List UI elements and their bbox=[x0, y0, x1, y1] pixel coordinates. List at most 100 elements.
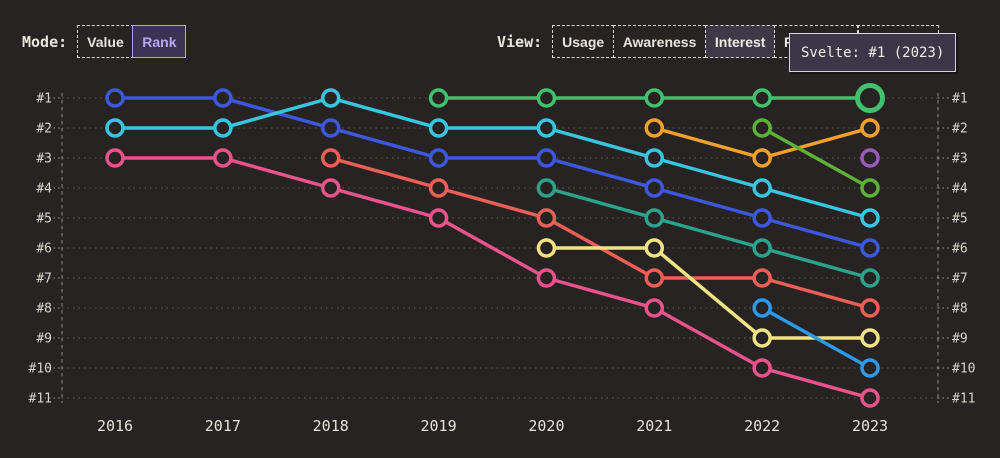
data-point-pink-2019[interactable] bbox=[428, 208, 449, 228]
data-point-salmon-2019[interactable] bbox=[428, 178, 449, 198]
rank-label-right-10: #10 bbox=[952, 362, 975, 377]
data-point-yellow-2022[interactable] bbox=[752, 328, 772, 348]
data-point-cyan-2018[interactable] bbox=[320, 88, 341, 108]
data-point-green-svelte-2023[interactable] bbox=[855, 83, 885, 113]
rank-label-left-2: #2 bbox=[36, 122, 52, 137]
data-point-cyan-2017[interactable] bbox=[213, 118, 233, 138]
rank-label-left-5: #5 bbox=[36, 212, 52, 227]
data-point-royal-blue-2021[interactable] bbox=[644, 178, 665, 198]
data-point-pink-2023[interactable] bbox=[860, 388, 880, 408]
rank-label-right-6: #6 bbox=[952, 242, 968, 257]
data-point-orange-2021[interactable] bbox=[644, 118, 665, 138]
data-point-cyan-2021[interactable] bbox=[644, 148, 665, 168]
data-point-green-svelte-2021[interactable] bbox=[644, 88, 665, 108]
view-label: View: bbox=[497, 32, 543, 51]
mode-control-group: Mode: Value Rank bbox=[22, 25, 187, 58]
data-point-green-svelte-2019[interactable] bbox=[428, 88, 449, 108]
data-point-azure-2023[interactable] bbox=[860, 358, 880, 378]
data-point-royal-blue-2018[interactable] bbox=[320, 118, 341, 138]
rank-label-left-7: #7 bbox=[36, 272, 52, 287]
data-point-royal-blue-2016[interactable] bbox=[105, 88, 125, 108]
series-line-pink bbox=[115, 156, 871, 400]
data-point-salmon-2022[interactable] bbox=[752, 268, 772, 288]
data-point-royal-blue-2019[interactable] bbox=[428, 148, 449, 168]
data-point-orange-2022[interactable] bbox=[752, 148, 772, 168]
data-point-pink-2022[interactable] bbox=[752, 358, 772, 378]
data-point-azure-2022[interactable] bbox=[752, 298, 772, 318]
year-label-2018: 2018 bbox=[313, 417, 349, 435]
mode-option-value[interactable]: Value bbox=[77, 25, 134, 58]
rank-label-right-9: #9 bbox=[952, 332, 968, 347]
rank-label-left-10: #10 bbox=[29, 362, 52, 377]
data-point-yellow-2020[interactable] bbox=[536, 238, 557, 258]
rank-label-left-1: #1 bbox=[36, 92, 52, 107]
rank-label-right-7: #7 bbox=[952, 272, 968, 287]
rank-label-right-4: #4 bbox=[952, 182, 968, 197]
data-point-pink-2017[interactable] bbox=[213, 148, 233, 168]
data-point-salmon-2018[interactable] bbox=[320, 148, 341, 168]
year-label-2020: 2020 bbox=[528, 417, 564, 435]
data-point-royal-blue-2022[interactable] bbox=[752, 208, 772, 228]
data-point-violet-2023[interactable] bbox=[860, 148, 880, 168]
data-point-salmon-2021[interactable] bbox=[644, 268, 665, 288]
series-line-cyan bbox=[115, 96, 871, 220]
data-point-pink-2018[interactable] bbox=[320, 178, 341, 198]
rank-label-left-11: #11 bbox=[29, 392, 52, 407]
data-point-cyan-2023[interactable] bbox=[860, 208, 880, 228]
series-line-teal bbox=[545, 186, 871, 280]
data-point-royal-blue-2017[interactable] bbox=[213, 88, 233, 108]
data-point-teal-2020[interactable] bbox=[536, 178, 557, 198]
data-point-yellow-2023[interactable] bbox=[860, 328, 880, 348]
rank-label-right-3: #3 bbox=[952, 152, 968, 167]
mode-buttons: Value Rank bbox=[77, 25, 187, 58]
rank-label-left-4: #4 bbox=[36, 182, 52, 197]
data-point-pink-2020[interactable] bbox=[536, 268, 557, 288]
data-point-cyan-2016[interactable] bbox=[105, 118, 125, 138]
data-point-teal-2022[interactable] bbox=[752, 238, 772, 258]
series-line-royal-blue bbox=[115, 96, 871, 250]
year-label-2023: 2023 bbox=[852, 417, 888, 435]
mode-option-rank[interactable]: Rank bbox=[132, 25, 187, 58]
year-label-2021: 2021 bbox=[636, 417, 672, 435]
data-point-royal-blue-2023[interactable] bbox=[860, 238, 880, 258]
view-option-usage[interactable]: Usage bbox=[552, 25, 615, 58]
data-point-pink-2016[interactable] bbox=[105, 148, 125, 168]
data-point-salmon-2020[interactable] bbox=[536, 208, 557, 228]
data-point-lime-2023[interactable] bbox=[860, 178, 880, 198]
rank-label-left-6: #6 bbox=[36, 242, 52, 257]
data-point-green-svelte-2022[interactable] bbox=[752, 88, 772, 108]
rank-label-right-11: #11 bbox=[952, 392, 975, 407]
data-point-lime-2022[interactable] bbox=[752, 118, 772, 138]
data-point-orange-2023[interactable] bbox=[860, 118, 880, 138]
rank-label-left-3: #3 bbox=[36, 152, 52, 167]
year-label-2019: 2019 bbox=[421, 417, 457, 435]
data-point-cyan-2019[interactable] bbox=[428, 118, 449, 138]
data-point-cyan-2020[interactable] bbox=[536, 118, 557, 138]
rank-label-left-9: #9 bbox=[36, 332, 52, 347]
series-line-lime bbox=[761, 126, 871, 190]
data-point-pink-2021[interactable] bbox=[644, 298, 665, 318]
series-line-salmon bbox=[330, 156, 871, 310]
rank-label-left-8: #8 bbox=[36, 302, 52, 317]
series-line-azure bbox=[761, 306, 871, 370]
data-point-salmon-2023[interactable] bbox=[860, 298, 880, 318]
tooltip-text: Svelte: #1 (2023) bbox=[801, 44, 945, 61]
rank-label-right-2: #2 bbox=[952, 122, 968, 137]
view-option-interest[interactable]: Interest bbox=[704, 25, 776, 58]
data-point-royal-blue-2020[interactable] bbox=[536, 148, 557, 168]
data-point-teal-2023[interactable] bbox=[860, 268, 880, 288]
year-label-2016: 2016 bbox=[97, 417, 133, 435]
view-option-awareness[interactable]: Awareness bbox=[612, 25, 707, 58]
data-point-teal-2021[interactable] bbox=[644, 208, 665, 228]
year-label-2022: 2022 bbox=[744, 417, 780, 435]
data-point-green-svelte-2020[interactable] bbox=[536, 88, 557, 108]
data-point-yellow-2021[interactable] bbox=[644, 238, 665, 258]
hover-tooltip: Svelte: #1 (2023) bbox=[789, 33, 957, 72]
year-label-2017: 2017 bbox=[205, 417, 241, 435]
rank-label-right-1: #1 bbox=[952, 92, 968, 107]
rank-label-right-5: #5 bbox=[952, 212, 968, 227]
data-point-cyan-2022[interactable] bbox=[752, 178, 772, 198]
rank-label-right-8: #8 bbox=[952, 302, 968, 317]
mode-label: Mode: bbox=[22, 32, 68, 51]
